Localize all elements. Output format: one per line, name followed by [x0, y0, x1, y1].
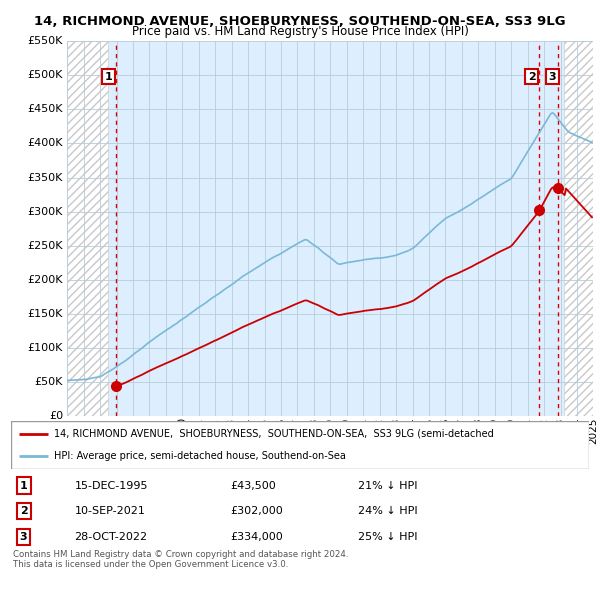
Text: Price paid vs. HM Land Registry's House Price Index (HPI): Price paid vs. HM Land Registry's House …: [131, 25, 469, 38]
Text: 3: 3: [548, 72, 556, 82]
Text: 3: 3: [20, 532, 28, 542]
Text: 1: 1: [20, 481, 28, 491]
Text: £350K: £350K: [28, 172, 63, 182]
Text: £300K: £300K: [28, 206, 63, 217]
Text: £43,500: £43,500: [230, 481, 277, 491]
Text: £150K: £150K: [28, 309, 63, 319]
Text: HPI: Average price, semi-detached house, Southend-on-Sea: HPI: Average price, semi-detached house,…: [54, 451, 346, 461]
Text: £200K: £200K: [28, 275, 63, 285]
Text: 2: 2: [528, 72, 536, 82]
Text: £100K: £100K: [28, 343, 63, 353]
Text: 25% ↓ HPI: 25% ↓ HPI: [358, 532, 418, 542]
Text: £302,000: £302,000: [230, 506, 283, 516]
Text: 15-DEC-1995: 15-DEC-1995: [74, 481, 148, 491]
Text: 14, RICHMOND AVENUE, SHOEBURYNESS, SOUTHEND-ON-SEA, SS3 9LG: 14, RICHMOND AVENUE, SHOEBURYNESS, SOUTH…: [34, 15, 566, 28]
Text: £50K: £50K: [35, 377, 63, 387]
Text: £450K: £450K: [28, 104, 63, 114]
Text: £334,000: £334,000: [230, 532, 283, 542]
Text: 1: 1: [104, 72, 112, 82]
Text: 24% ↓ HPI: 24% ↓ HPI: [358, 506, 418, 516]
Text: £400K: £400K: [28, 139, 63, 149]
Text: Contains HM Land Registry data © Crown copyright and database right 2024.
This d: Contains HM Land Registry data © Crown c…: [13, 550, 349, 569]
Text: £0: £0: [49, 411, 63, 421]
Text: 14, RICHMOND AVENUE,  SHOEBURYNESS,  SOUTHEND-ON-SEA,  SS3 9LG (semi-detached: 14, RICHMOND AVENUE, SHOEBURYNESS, SOUTH…: [54, 429, 494, 439]
Text: £550K: £550K: [28, 37, 63, 46]
Text: 28-OCT-2022: 28-OCT-2022: [74, 532, 148, 542]
Text: £500K: £500K: [28, 70, 63, 80]
Text: £250K: £250K: [28, 241, 63, 251]
Text: 2: 2: [20, 506, 28, 516]
Text: 10-SEP-2021: 10-SEP-2021: [74, 506, 145, 516]
Text: 21% ↓ HPI: 21% ↓ HPI: [358, 481, 418, 491]
